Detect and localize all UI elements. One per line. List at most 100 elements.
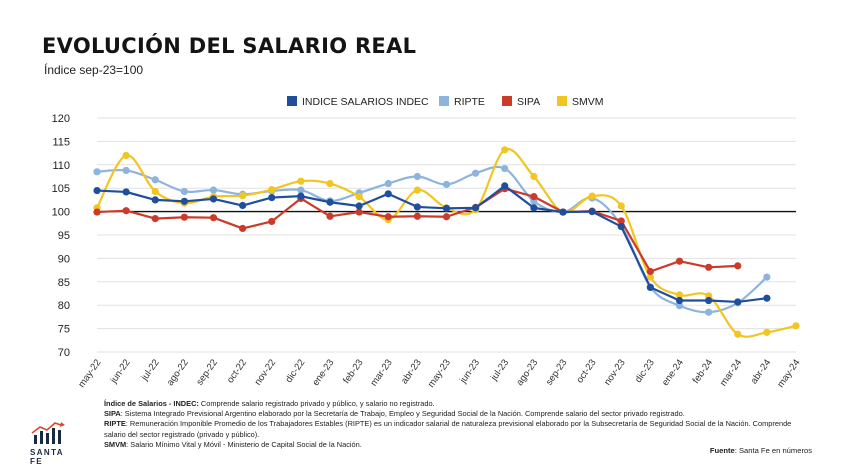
y-tick-label: 105 [52, 183, 70, 195]
data-point [122, 188, 130, 196]
data-point [617, 222, 625, 231]
legend-item: RIPTE [439, 96, 485, 108]
data-point [792, 322, 800, 330]
legend-label: RIPTE [454, 96, 485, 108]
note-indec: Índice de Salarios - INDEC: Comprende sa… [104, 399, 435, 408]
x-tick-label: ago-23 [514, 357, 540, 388]
notes-block: Índice de Salarios - INDEC: Comprende sa… [104, 399, 814, 450]
data-point [209, 186, 218, 194]
data-point [734, 262, 742, 270]
line-chart: INDICE SALARIOS INDEC RIPTE SIPA SMVM 70 75 8… [52, 96, 802, 390]
data-point [355, 202, 363, 210]
data-point [326, 198, 334, 206]
y-tick-label: 100 [52, 207, 70, 219]
data-point [355, 193, 363, 201]
x-tick-label: feb-24 [691, 357, 715, 385]
data-point [559, 208, 567, 216]
data-point [384, 190, 392, 198]
y-tick-label: 95 [58, 230, 70, 242]
x-tick-label: feb-23 [341, 357, 365, 385]
series-line [96, 184, 768, 304]
chart-title: EVOLUCIÓN DEL SALARIO REAL [42, 34, 417, 58]
data-point [646, 273, 654, 281]
data-point [413, 203, 421, 211]
data-point [297, 177, 305, 185]
x-tick-label: abr-24 [749, 357, 774, 386]
chart-grid [97, 117, 796, 353]
series-sipa [93, 185, 742, 276]
data-point [93, 168, 101, 176]
bar-chart-arrow-icon [31, 422, 65, 444]
data-point [617, 202, 625, 210]
data-point [501, 146, 509, 154]
data-point [734, 330, 742, 338]
data-point [297, 186, 305, 194]
x-tick-label: may-22 [76, 357, 103, 389]
legend-label: SMVM [572, 96, 604, 108]
data-point [384, 179, 392, 188]
data-point [675, 291, 684, 299]
data-point [326, 179, 334, 188]
legend-item: INDICE SALARIOS INDEC [287, 96, 429, 108]
note-sipa: SIPA: Sistema Integrado Previsional Arge… [104, 409, 685, 419]
data-point [530, 193, 538, 201]
data-point [763, 273, 771, 281]
x-tick-label: jun-22 [108, 357, 133, 386]
source-credit: Fuente: Santa Fe en números [709, 446, 812, 455]
y-tick-label: 85 [58, 277, 70, 289]
data-point [413, 186, 421, 194]
logo-text: SANTA FE [30, 448, 64, 466]
data-point [705, 296, 713, 305]
data-point [209, 195, 218, 203]
x-tick-label: may-23 [426, 357, 453, 389]
x-tick-label: dic-22 [283, 357, 307, 385]
data-point [151, 215, 159, 223]
data-point [763, 328, 771, 336]
legend-item: SIPA [502, 96, 540, 108]
data-point [472, 169, 480, 177]
data-point [239, 201, 247, 210]
series-smvm [93, 146, 800, 338]
data-point [734, 298, 742, 306]
data-point [122, 207, 130, 215]
legend-swatch [557, 96, 567, 106]
data-point [268, 186, 276, 194]
legend-item: SMVM [557, 96, 604, 108]
y-tick-label: 110 [52, 160, 70, 172]
data-point [151, 196, 159, 204]
data-point [675, 257, 684, 265]
data-point [588, 208, 596, 216]
data-point [646, 267, 654, 276]
note-smvm: SMVM: Salario Mínimo Vital y Móvil - Min… [104, 439, 362, 449]
series-ripte [93, 164, 771, 316]
x-tick-label: oct-23 [574, 357, 598, 385]
x-tick-label: sep-22 [194, 357, 220, 387]
data-point [501, 164, 509, 173]
legend-label: SIPA [517, 96, 540, 108]
y-tick-label: 70 [58, 347, 70, 359]
x-tick-label: ene-23 [310, 357, 336, 388]
y-tick-label: 75 [58, 324, 70, 336]
legend-label: INDICE SALARIOS INDEC [302, 96, 429, 108]
data-point [384, 213, 392, 221]
x-tick-label: mar-24 [718, 357, 744, 388]
legend-swatch [439, 96, 449, 106]
x-axis: may-22 jun-22 jul-22 ago-22 sep-22 oct-22 nov-… [76, 357, 802, 389]
y-tick-label: 120 [52, 113, 70, 125]
data-point [705, 308, 713, 316]
data-point [355, 208, 363, 216]
data-point [93, 186, 101, 195]
x-tick-label: jun-23 [457, 357, 482, 386]
santa-fe-logo: SANTA FE [30, 419, 78, 466]
x-tick-label: mar-23 [368, 357, 394, 388]
plot-area [93, 146, 800, 338]
data-point [530, 172, 538, 181]
x-tick-label: oct-22 [225, 357, 249, 385]
x-tick-label: ene-24 [660, 357, 686, 388]
data-point [122, 166, 130, 175]
legend-swatch [287, 96, 297, 106]
y-tick-label: 90 [58, 253, 70, 265]
x-tick-label: may-24 [775, 357, 802, 389]
data-point [151, 176, 159, 184]
x-tick-label: sep-23 [544, 357, 570, 387]
